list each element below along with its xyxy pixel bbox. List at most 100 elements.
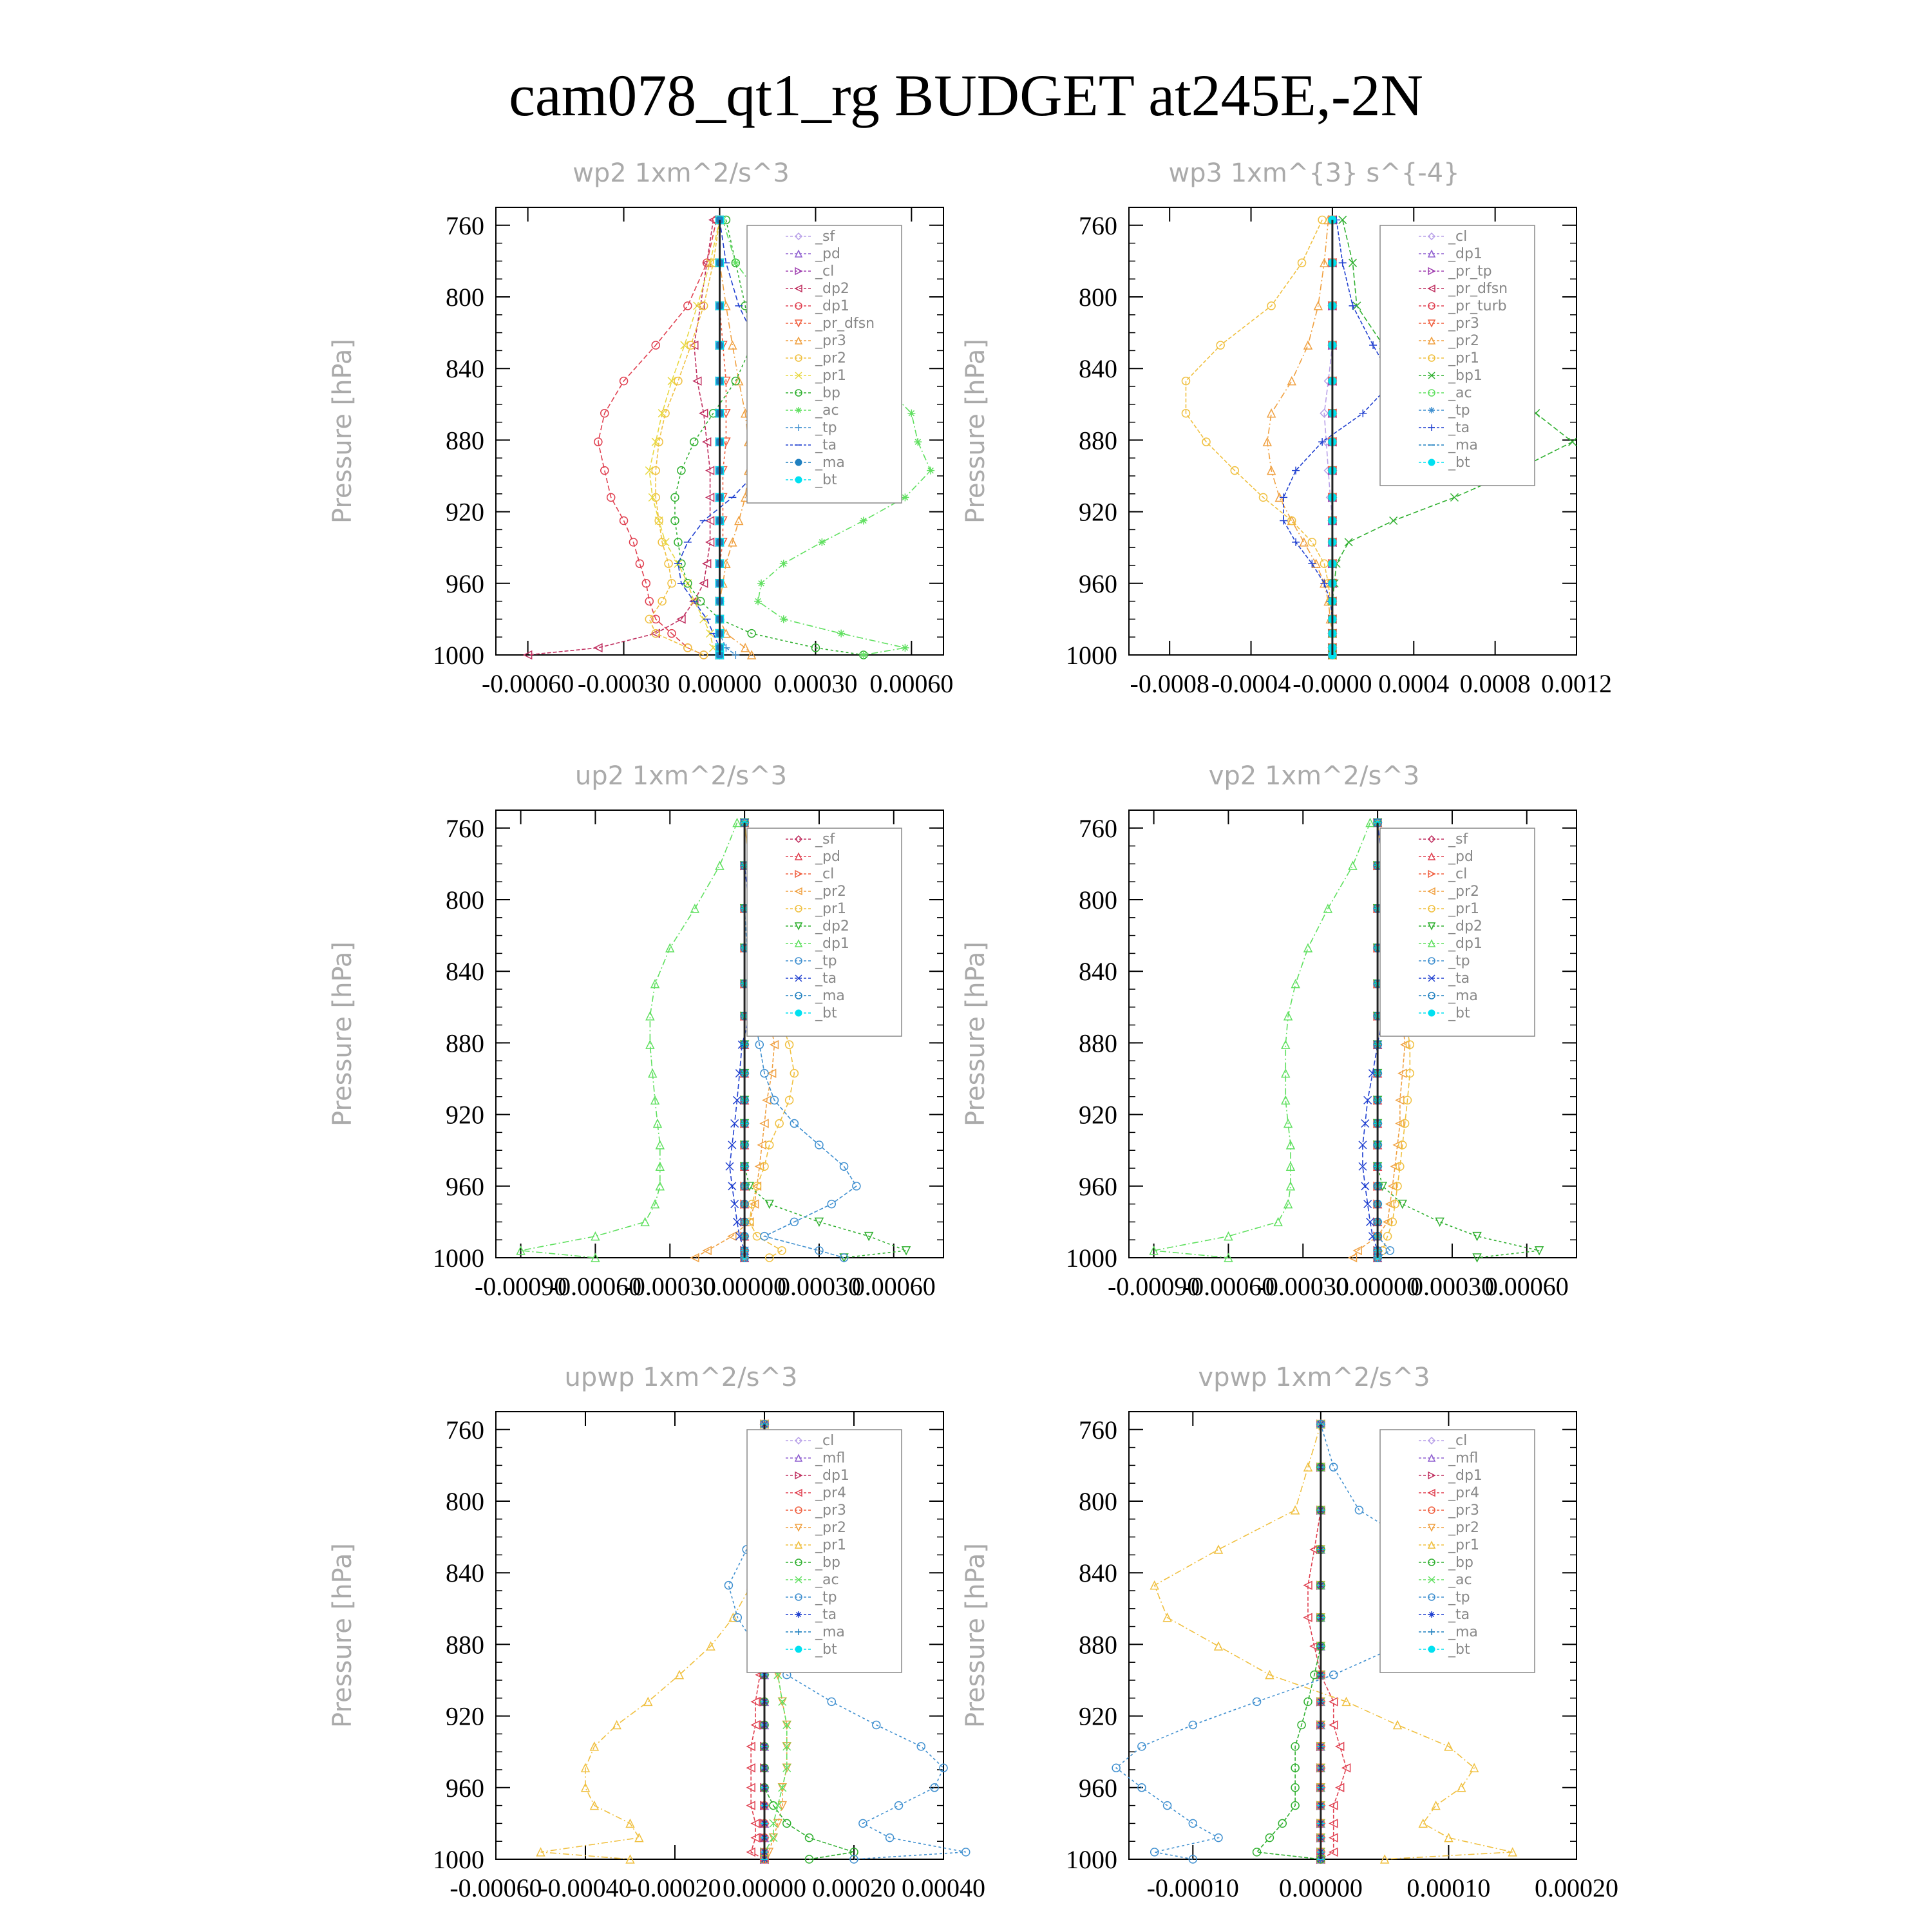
legend-entry: _dp2 xyxy=(1448,918,1482,934)
data-point xyxy=(827,1199,836,1209)
data-point xyxy=(811,643,820,652)
legend-marker xyxy=(794,232,803,241)
data-point xyxy=(1303,943,1313,952)
data-point xyxy=(706,258,715,267)
data-point xyxy=(754,597,762,605)
data-point xyxy=(1252,1848,1262,1857)
legend-entry: _pr1 xyxy=(815,901,846,917)
data-point xyxy=(1397,1141,1407,1150)
data-point xyxy=(1568,437,1577,446)
legend-entry: _pr1 xyxy=(1448,901,1479,917)
x-tick-label: 0.00030 xyxy=(1410,1272,1494,1301)
y-axis-label: Pressure [hPa] xyxy=(328,942,357,1126)
legend-entry: _pr2 xyxy=(1448,884,1479,900)
data-point xyxy=(790,1217,799,1227)
legend-marker xyxy=(795,1471,803,1480)
data-point xyxy=(732,651,740,659)
data-point xyxy=(773,1819,783,1829)
data-point xyxy=(1392,1140,1402,1150)
data-point xyxy=(651,614,660,624)
data-point xyxy=(1323,904,1333,913)
y-tick-label: 760 xyxy=(1079,211,1117,240)
series-line xyxy=(1252,1419,1325,1864)
data-point xyxy=(690,1253,699,1263)
series-line xyxy=(1262,214,1338,659)
legend-marker xyxy=(1428,974,1435,982)
y-tick-label: 800 xyxy=(446,1487,484,1516)
data-point xyxy=(650,978,660,989)
legend-box xyxy=(1379,225,1535,486)
data-point xyxy=(1349,301,1357,310)
legend-marker xyxy=(1427,232,1436,241)
data-point xyxy=(721,437,731,447)
data-point xyxy=(769,1039,779,1050)
x-tick-label: -0.00060 xyxy=(450,1873,542,1902)
data-point xyxy=(852,1182,861,1191)
data-point xyxy=(1299,537,1309,547)
data-point xyxy=(667,629,676,638)
data-point xyxy=(1150,1580,1159,1590)
x-tick-label: -0.00040 xyxy=(539,1873,631,1902)
data-point xyxy=(674,538,683,547)
data-point xyxy=(764,1141,774,1150)
data-point xyxy=(728,1613,738,1622)
data-point xyxy=(1329,1670,1338,1680)
x-tick-label: 0.00060 xyxy=(852,1272,936,1301)
legend-marker xyxy=(1427,922,1436,931)
data-point xyxy=(1405,1040,1415,1049)
data-point xyxy=(814,1217,824,1227)
y-tick-label: 800 xyxy=(1079,1487,1117,1516)
legend-marker xyxy=(1428,267,1436,276)
legend-entry: _pr2 xyxy=(1448,333,1479,349)
data-point xyxy=(667,377,676,386)
legend-entry: _cl xyxy=(815,866,834,882)
data-point xyxy=(591,1231,600,1241)
panel-title: up2 1xm^2/s^3 xyxy=(575,761,787,791)
legend-marker xyxy=(1428,1629,1435,1635)
data-point xyxy=(1320,579,1329,587)
data-point xyxy=(1280,516,1288,525)
data-point xyxy=(746,1801,755,1810)
y-tick-label: 1000 xyxy=(1066,1845,1117,1874)
legend-entry: _pr1 xyxy=(1448,350,1479,366)
x-tick-label: -0.00060 xyxy=(1182,1272,1274,1301)
data-point xyxy=(939,1763,948,1772)
data-point xyxy=(643,1696,653,1707)
legend-entry: _ma xyxy=(815,455,845,471)
data-point xyxy=(1313,301,1323,310)
data-point xyxy=(764,1253,774,1262)
data-point xyxy=(683,643,692,652)
data-point xyxy=(784,1095,794,1105)
data-point xyxy=(1149,1245,1159,1255)
y-tick-label: 800 xyxy=(1079,886,1117,914)
data-point xyxy=(705,493,715,502)
legend-marker xyxy=(1428,869,1436,878)
legend-entry: _ta xyxy=(1448,971,1470,987)
legend-entry: _tp xyxy=(1448,1589,1470,1605)
x-tick-label: -0.00060 xyxy=(482,669,574,698)
data-point xyxy=(690,437,699,446)
x-tick-label: 0.00030 xyxy=(777,1272,861,1301)
series-path xyxy=(527,220,714,656)
data-point xyxy=(1230,466,1240,475)
y-tick-label: 920 xyxy=(1079,498,1117,527)
data-point xyxy=(1162,1801,1172,1810)
data-point xyxy=(1297,258,1307,267)
data-point xyxy=(1137,1742,1146,1751)
data-point xyxy=(746,1847,755,1857)
data-point xyxy=(732,817,742,828)
y-tick-label: 920 xyxy=(446,498,484,527)
series-path xyxy=(598,220,717,656)
data-point xyxy=(782,1742,791,1751)
y-tick-label: 840 xyxy=(446,1558,484,1587)
legend-entry: _ta xyxy=(815,437,837,453)
data-point xyxy=(655,1140,665,1150)
data-point xyxy=(1534,1246,1544,1256)
legend-entry: _pd xyxy=(1448,849,1473,865)
data-point xyxy=(645,1039,655,1049)
legend-marker xyxy=(1427,835,1436,844)
data-point xyxy=(715,860,724,870)
data-point xyxy=(1292,466,1300,475)
data-point xyxy=(640,1217,650,1227)
legend-entry: _ta xyxy=(1448,1607,1470,1623)
